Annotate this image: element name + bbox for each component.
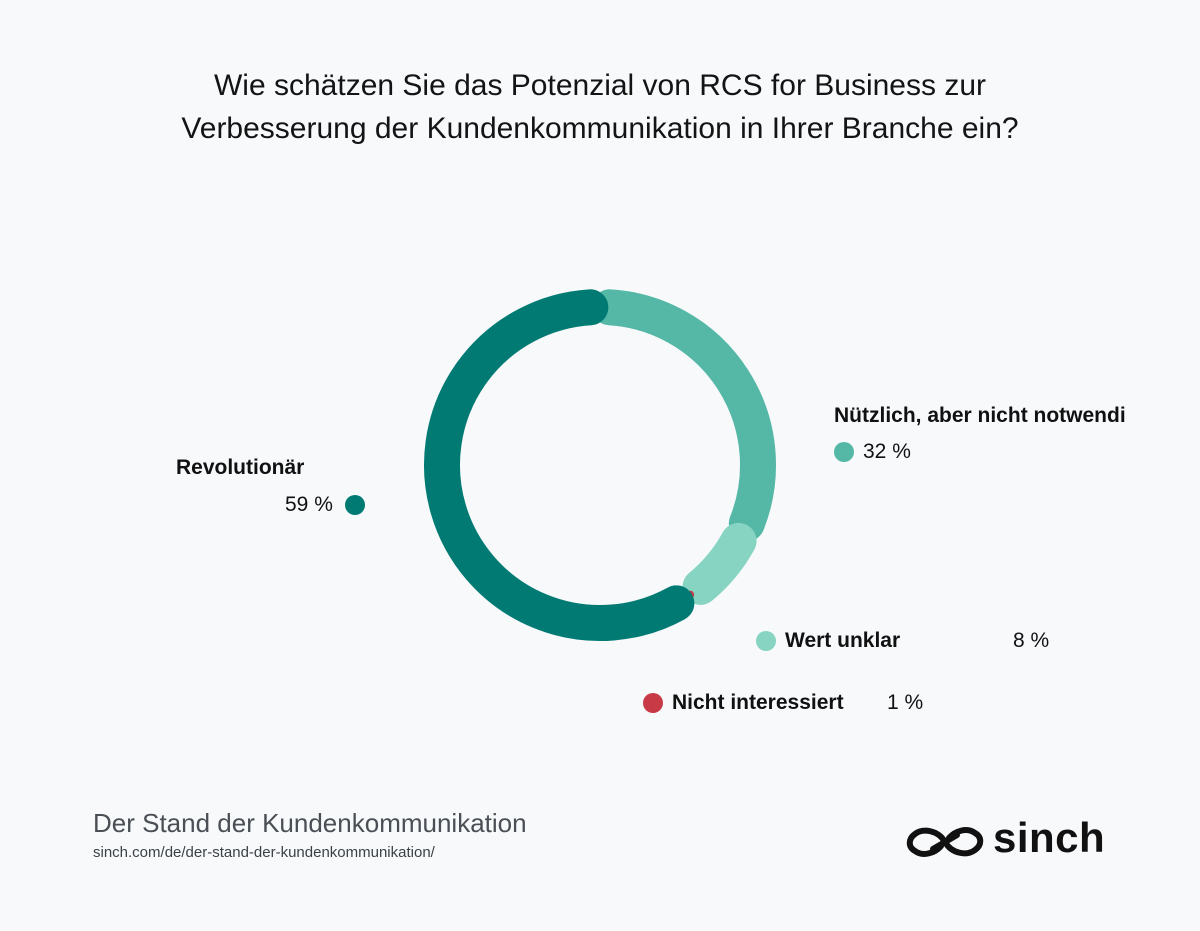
- logo-wordmark: sinch: [993, 814, 1106, 861]
- legend-dot-wert-unklar: [756, 631, 776, 651]
- value-revolutionaer: 59 %: [285, 493, 333, 516]
- label-wert-unklar: Wert unklar: [785, 629, 901, 652]
- donut-segment-nuetzlich: [591, 289, 776, 542]
- legend-dot-nuetzlich: [834, 442, 854, 462]
- label-nuetzlich: Nützlich, aber nicht notwendi: [834, 404, 1126, 427]
- label-nicht-interessiert: Nicht interessiert: [672, 691, 844, 714]
- donut-segment-revolutionaer: [424, 289, 695, 641]
- infinity-link-icon: [906, 827, 984, 857]
- legend-dot-revolutionaer: [345, 495, 365, 515]
- value-wert-unklar: 8 %: [1013, 629, 1050, 652]
- report-url[interactable]: sinch.com/de/der-stand-der-kundenkommuni…: [93, 844, 435, 861]
- label-revolutionaer: Revolutionär: [176, 456, 305, 479]
- sinch-logo: sinch: [905, 814, 1110, 864]
- report-title: Der Stand der Kundenkommunikation: [93, 808, 527, 838]
- value-nicht-interessiert: 1 %: [887, 691, 924, 714]
- donut-segment-wert-unklar: [682, 522, 757, 605]
- chart-title: Wie schätzen Sie das Potenzial von RCS f…: [181, 69, 1019, 145]
- value-nuetzlich: 32 %: [863, 440, 911, 463]
- legend-dot-nicht-interessiert: [643, 693, 663, 713]
